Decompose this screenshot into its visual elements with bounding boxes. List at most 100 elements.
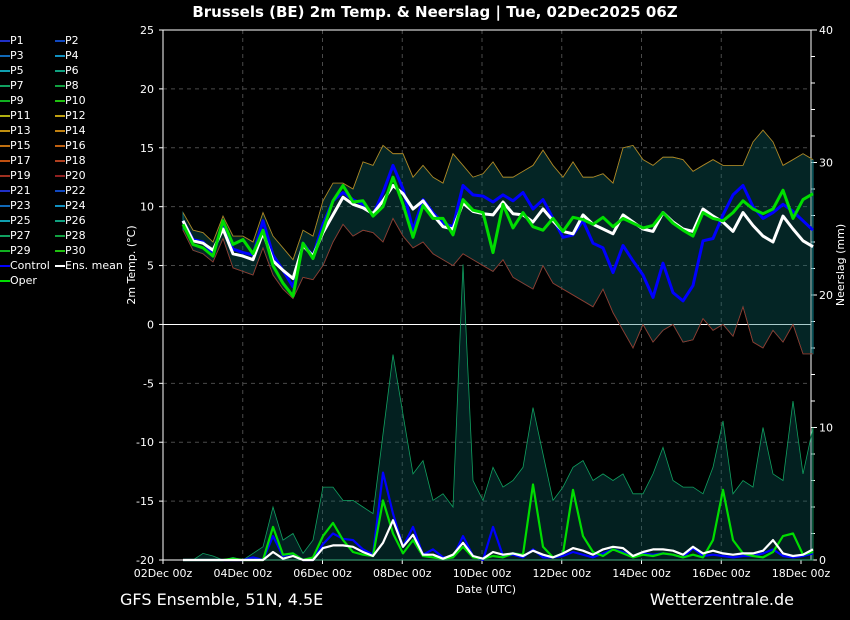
legend-item: P17: [0, 153, 31, 168]
legend-item: P14: [55, 123, 86, 138]
legend-item: P12: [55, 108, 86, 123]
legend-item: P20: [55, 168, 86, 183]
legend-item: P3: [0, 48, 24, 63]
legend-swatch: [0, 55, 10, 57]
chart-title: Brussels (BE) 2m Temp. & Neerslag | Tue,…: [192, 3, 678, 21]
legend-item: P9: [0, 93, 24, 108]
y2-tick-label: 30: [819, 157, 833, 170]
legend-label: P22: [65, 184, 86, 197]
y-axis-label: 2m Temp. (°C): [125, 225, 138, 304]
y2-tick-label: 10: [819, 422, 833, 435]
legend-swatch: [55, 100, 65, 102]
precip-member-spread: [183, 264, 814, 561]
legend-item: P10: [55, 93, 86, 108]
legend-label: P5: [10, 64, 24, 77]
x-axis-label: Date (UTC): [456, 583, 516, 596]
legend-label: P1: [10, 34, 24, 47]
legend-swatch: [55, 115, 65, 117]
y2-tick-label: 20: [819, 289, 833, 302]
temp-control-line: [181, 163, 815, 303]
legend-label: P4: [65, 49, 79, 62]
x-tick-label: 14Dec 00z: [612, 567, 671, 580]
legend-item: P26: [55, 213, 86, 228]
legend-swatch: [55, 250, 65, 252]
x-tick-label: 10Dec 00z: [453, 567, 512, 580]
temp-oper-line: [181, 175, 814, 298]
legend-label: P2: [65, 34, 79, 47]
legend-swatch: [0, 85, 10, 87]
x-tick-label: 06Dec 00z: [293, 567, 352, 580]
x-tick-label: 16Dec 00z: [692, 567, 751, 580]
legend-swatch: [55, 235, 65, 237]
legend-swatch: [55, 55, 65, 57]
legend-item: P1: [0, 33, 24, 48]
legend-label: P21: [10, 184, 31, 197]
temp-member-min-line: [182, 217, 813, 355]
y2-axis-label: Neerslag (mm): [834, 224, 847, 306]
y-tick-label: 0: [147, 318, 154, 331]
y-tick-label: -10: [136, 436, 154, 449]
y-tick-label: 15: [140, 142, 154, 155]
precip-oper-line: [183, 483, 814, 562]
y-tick-label: -20: [136, 554, 154, 567]
legend-label: P23: [10, 199, 31, 212]
legend-label: P12: [65, 109, 86, 122]
legend-swatch: [0, 130, 10, 132]
legend-label: Control: [10, 259, 50, 272]
legend-item: P4: [55, 48, 79, 63]
legend-item: P7: [0, 78, 24, 93]
legend-swatch: [55, 70, 65, 72]
legend-swatch: [55, 265, 65, 267]
legend-label: P16: [65, 139, 86, 152]
legend-label: P19: [10, 169, 31, 182]
legend-label: P30: [65, 244, 86, 257]
legend-swatch: [0, 70, 10, 72]
legend-label: P18: [65, 154, 86, 167]
legend-label: P20: [65, 169, 86, 182]
y-tick-label: -5: [143, 377, 154, 390]
precip-ens-mean-line: [183, 519, 814, 562]
x-tick-label: 18Dec 00z: [772, 567, 831, 580]
legend-label: P28: [65, 229, 86, 242]
legend-label: P17: [10, 154, 31, 167]
legend-swatch: [0, 205, 10, 207]
source-credit: Wetterzentrale.de: [649, 590, 794, 609]
legend-swatch: [0, 175, 10, 177]
legend-item: P27: [0, 228, 31, 243]
y2-tick-label: 0: [819, 554, 826, 567]
temp-ens-mean-line: [181, 184, 814, 280]
legend-label: P29: [10, 244, 31, 257]
legend-swatch: [0, 115, 10, 117]
x-tick-label: 02Dec 00z: [134, 567, 193, 580]
legend-item: Ens. mean: [55, 258, 123, 273]
legend-swatch: [55, 190, 65, 192]
legend-item: Oper: [0, 273, 37, 288]
legend-swatch: [0, 250, 10, 252]
legend-swatch: [55, 40, 65, 42]
legend-item: P23: [0, 198, 31, 213]
temp-member-max-line: [182, 129, 814, 261]
legend-item: P18: [55, 153, 86, 168]
model-info: GFS Ensemble, 51N, 4.5E: [120, 590, 324, 609]
legend-label: P9: [10, 94, 24, 107]
legend-label: P26: [65, 214, 86, 227]
legend-label: P13: [10, 124, 31, 137]
y2-tick-label: 40: [819, 24, 833, 37]
y-tick-label: -15: [136, 495, 154, 508]
legend-item: P13: [0, 123, 31, 138]
legend-swatch: [0, 235, 10, 237]
legend-item: P6: [55, 63, 79, 78]
legend-swatch: [55, 175, 65, 177]
legend-swatch: [55, 160, 65, 162]
legend-swatch: [55, 130, 65, 132]
y-tick-label: 25: [140, 24, 154, 37]
legend-item: P5: [0, 63, 24, 78]
legend-item: P2: [55, 33, 79, 48]
legend-label: P3: [10, 49, 24, 62]
legend-swatch: [0, 265, 10, 267]
legend-item: P8: [55, 78, 79, 93]
legend-item: P16: [55, 138, 86, 153]
legend-item: Control: [0, 258, 50, 273]
legend-item: P11: [0, 108, 31, 123]
legend-label: P25: [10, 214, 31, 227]
